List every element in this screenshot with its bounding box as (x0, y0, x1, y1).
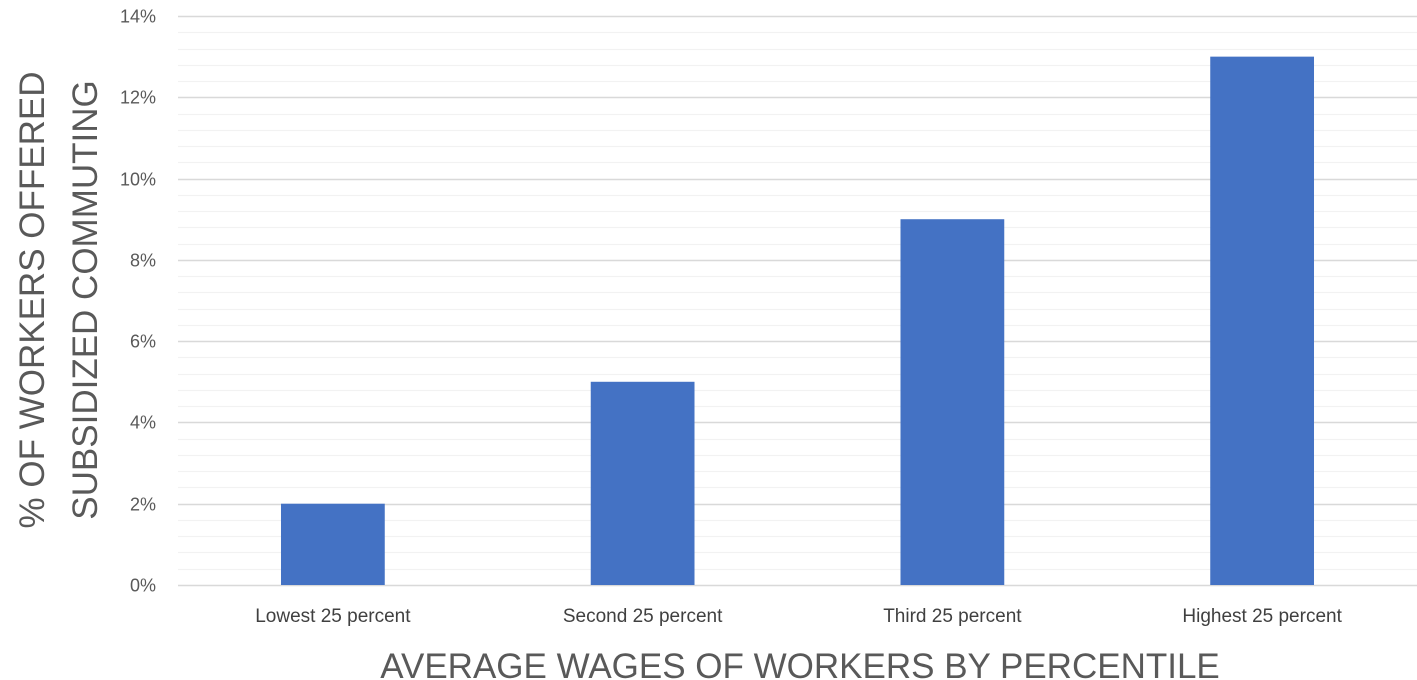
y-tick-label: 6% (130, 332, 156, 352)
x-tick-label: Third 25 percent (883, 606, 1022, 627)
y-tick-label: 10% (120, 170, 156, 190)
bar (900, 219, 1005, 585)
x-tick-labels: Lowest 25 percent Second 25 percent Third … (255, 606, 1342, 627)
y-tick-label: 12% (120, 88, 156, 108)
y-tick-label: 8% (130, 251, 156, 271)
bar (590, 381, 695, 585)
y-tick-label: 14% (120, 7, 156, 27)
x-tick-label: Second 25 percent (563, 606, 723, 627)
bars (280, 56, 1315, 585)
y-axis-title-line-2: SUBSIDIZED COMMUTING (66, 80, 105, 519)
y-tick-labels: 0% 2% 4% 6% 8% 10% 12% 14% (120, 7, 156, 596)
y-tick-label: 2% (130, 495, 156, 515)
y-tick-label: 0% (130, 576, 156, 596)
x-axis-title: AVERAGE WAGES OF WORKERS BY PERCENTILE (380, 647, 1220, 680)
y-tick-label: 4% (130, 413, 156, 433)
x-tick-label: Highest 25 percent (1182, 606, 1342, 627)
bar (280, 503, 385, 585)
bar (1210, 56, 1315, 585)
y-axis-title-line-1: % OF WORKERS OFFERED (13, 72, 52, 529)
x-tick-label: Lowest 25 percent (255, 606, 411, 627)
